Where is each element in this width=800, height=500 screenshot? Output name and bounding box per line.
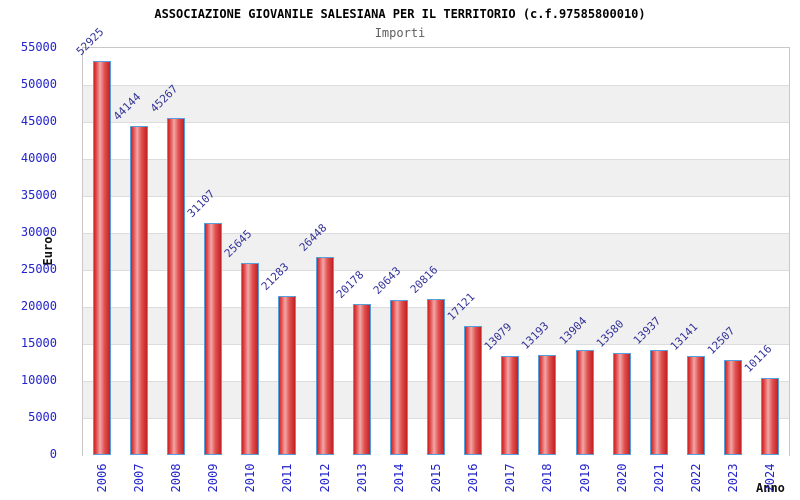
bar-2017 bbox=[501, 356, 519, 455]
plot-band bbox=[83, 122, 789, 160]
bar-2009 bbox=[204, 223, 222, 455]
bar-2012 bbox=[316, 257, 334, 455]
bar-2016 bbox=[464, 326, 482, 455]
y-tick-label: 10000 bbox=[20, 373, 57, 387]
gridline bbox=[83, 270, 789, 271]
y-tick-label: 25000 bbox=[20, 262, 57, 276]
x-tick-label: 2017 bbox=[503, 463, 517, 493]
x-tick-label: 2011 bbox=[280, 463, 294, 493]
bar-2013 bbox=[353, 304, 371, 455]
bar-2024 bbox=[761, 378, 779, 455]
bar-2010 bbox=[241, 263, 259, 455]
y-tick-label: 50000 bbox=[20, 77, 57, 91]
chart-title: ASSOCIAZIONE GIOVANILE SALESIANA PER IL … bbox=[154, 7, 646, 21]
x-tick-label: 2016 bbox=[466, 463, 480, 493]
bar-2023 bbox=[724, 360, 742, 455]
x-tick-label: 2008 bbox=[169, 463, 183, 493]
bar-2019 bbox=[576, 350, 594, 455]
x-tick-label: 2022 bbox=[689, 463, 703, 493]
x-tick-label: 2010 bbox=[243, 463, 257, 493]
x-tick-label: 2013 bbox=[355, 463, 369, 493]
gridline bbox=[83, 85, 789, 86]
x-tick-label: 2023 bbox=[726, 463, 740, 493]
gridline bbox=[83, 233, 789, 234]
plot-band bbox=[83, 196, 789, 234]
y-tick-label: 55000 bbox=[20, 40, 57, 54]
plot-band bbox=[83, 48, 789, 86]
gridline bbox=[83, 196, 789, 197]
y-tick-label: 40000 bbox=[20, 151, 57, 165]
x-tick-label: 2015 bbox=[429, 463, 443, 493]
gridline bbox=[83, 159, 789, 160]
plot-band bbox=[83, 233, 789, 271]
x-tick-label: 2018 bbox=[540, 463, 554, 493]
plot-area: 52925 44144 45267 31107 25645 21283 26448 20178… bbox=[74, 25, 790, 456]
bar-2006 bbox=[93, 61, 111, 455]
x-tick-label: 2021 bbox=[652, 463, 666, 493]
bar-2008 bbox=[167, 118, 185, 455]
x-tick-label: 2007 bbox=[132, 463, 146, 493]
y-tick-label: 30000 bbox=[20, 225, 57, 239]
x-axis-title: Anno bbox=[756, 481, 785, 495]
bar-2022 bbox=[687, 356, 705, 455]
bar-2011 bbox=[278, 296, 296, 455]
bar-2021 bbox=[650, 350, 668, 455]
bar-2007 bbox=[130, 126, 148, 455]
plot-band bbox=[83, 159, 789, 197]
y-tick-label: 20000 bbox=[20, 299, 57, 313]
bar-2020 bbox=[613, 353, 631, 455]
x-tick-label: 2009 bbox=[206, 463, 220, 493]
x-tick-label: 2019 bbox=[578, 463, 592, 493]
bar-2018 bbox=[538, 355, 556, 455]
y-tick-label: 5000 bbox=[28, 410, 57, 424]
x-tick-label: 2014 bbox=[392, 463, 406, 493]
y-tick-label: 0 bbox=[49, 447, 57, 461]
gridline bbox=[83, 122, 789, 123]
bar-2014 bbox=[390, 300, 408, 455]
y-tick-label: 15000 bbox=[20, 336, 57, 350]
plot-band bbox=[83, 85, 789, 123]
bar-2015 bbox=[427, 299, 445, 455]
y-tick-label: 45000 bbox=[20, 114, 57, 128]
y-tick-label: 35000 bbox=[20, 188, 57, 202]
x-tick-label: 2020 bbox=[615, 463, 629, 493]
chart-subtitle: Importi bbox=[374, 26, 426, 40]
x-tick-label: 2012 bbox=[318, 463, 332, 493]
x-tick-label: 2024 bbox=[763, 463, 777, 493]
x-tick-label: 2006 bbox=[95, 463, 109, 493]
